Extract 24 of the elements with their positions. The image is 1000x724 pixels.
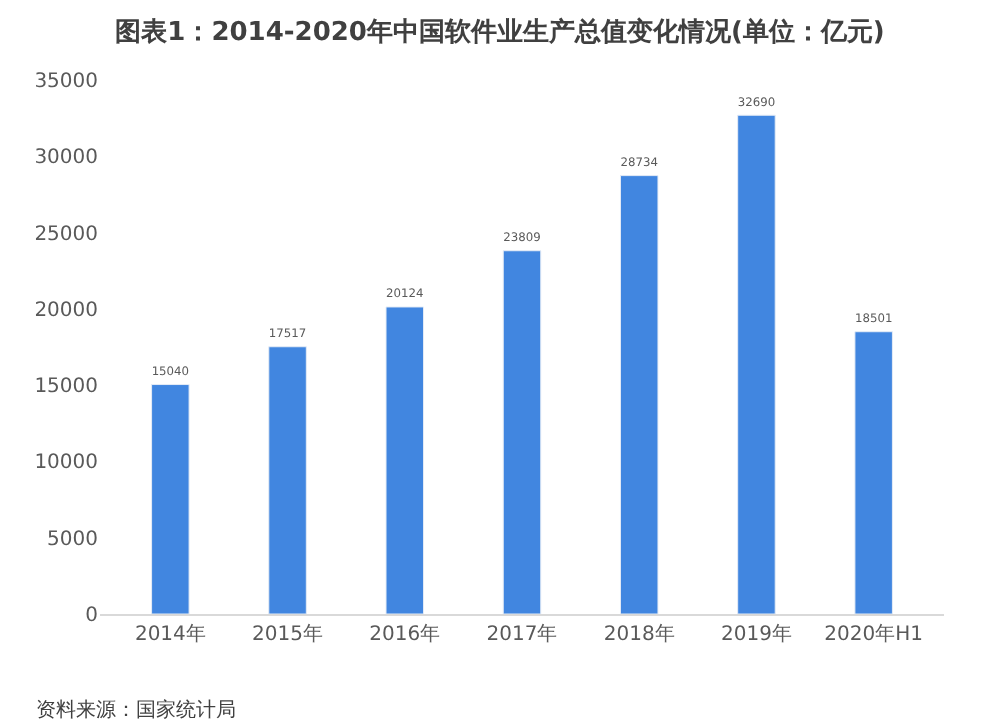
x-tick-label: 2016年: [369, 622, 441, 646]
text: 资料来源：国家统计局: [36, 698, 236, 722]
y-tick-label: 35000: [34, 71, 98, 93]
x-tick-label: 2017年: [486, 622, 558, 646]
bar: [151, 384, 190, 614]
y-tick-label: 20000: [34, 299, 98, 322]
bar: [385, 306, 425, 614]
y-tick-label: 5000: [47, 528, 98, 551]
x-tick-label: 2019年: [720, 622, 792, 646]
y-tick-label: 15000: [34, 376, 98, 399]
x-tick-label: 2018年: [603, 622, 675, 646]
bar: [268, 346, 307, 614]
x-tick-label: 2015年: [252, 622, 324, 646]
bar: [854, 331, 893, 614]
bar: [502, 250, 542, 614]
y-tick-label: 25000: [34, 223, 98, 246]
bar: [737, 114, 776, 614]
x-tick-label: 2014年: [134, 622, 206, 646]
x-tick-label: 2020年H1: [824, 622, 923, 646]
y-tick-label: 10000: [34, 452, 98, 475]
y-tick-label: 30000: [34, 147, 98, 170]
bar: [619, 175, 659, 614]
chart-title: 图表1：2014-2020年中国软件业生产总值变化情况(单位：亿元): [115, 15, 885, 48]
y-tick-label: 0: [85, 605, 98, 627]
